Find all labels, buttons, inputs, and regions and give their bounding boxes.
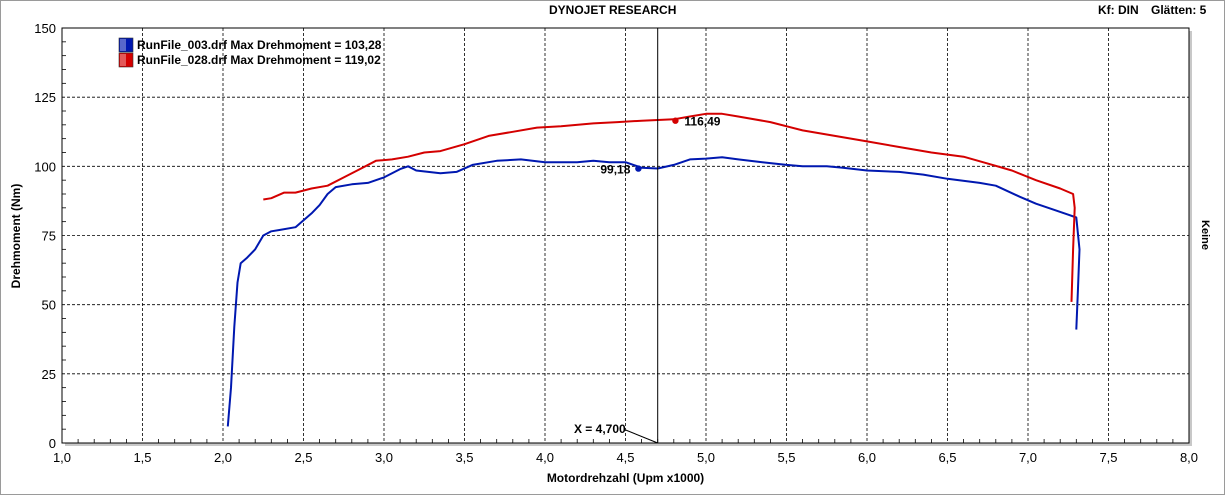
correction-label: Kf: DIN [1098, 3, 1139, 17]
chart-header-title: DYNOJET RESEARCH [549, 3, 677, 17]
x-tick-label: 8,0 [1180, 450, 1198, 465]
x-tick-label: 1,5 [133, 450, 151, 465]
y-axis-label: Drehmoment (Nm) [9, 184, 23, 289]
legend-swatch-shine [120, 54, 126, 66]
legend-entry-1: RunFile_003.drf Max Drehmoment = 103,28 [137, 38, 382, 52]
right-axis-label: Keine [1199, 220, 1211, 250]
legend-swatch-1 [118, 37, 134, 53]
x-tick-label: 7,0 [1019, 450, 1037, 465]
x-tick-label: 4,0 [536, 450, 554, 465]
x-tick-label: 2,0 [214, 450, 232, 465]
y-tick-label: 50 [42, 298, 56, 313]
legend-entry-2: RunFile_028.drf Max Drehmoment = 119,02 [137, 53, 381, 67]
y-tick-label: 150 [34, 21, 56, 36]
x-tick-label: 3,5 [455, 450, 473, 465]
x-tick-label: 2,5 [294, 450, 312, 465]
series-marker-1 [635, 165, 642, 172]
marker-label-1: 99,18 [600, 163, 630, 177]
series-marker-2 [672, 117, 679, 124]
legend-swatch-2 [118, 52, 134, 68]
y-tick-label: 75 [42, 229, 56, 244]
cursor-pointer-line [625, 429, 658, 444]
x-tick-label: 4,5 [616, 450, 634, 465]
x-tick-label: 1,0 [53, 450, 71, 465]
x-tick-label: 7,5 [1099, 450, 1117, 465]
cursor-x-label: X = 4,700 [574, 422, 626, 436]
y-tick-label: 0 [49, 436, 56, 451]
x-tick-label: 6,0 [858, 450, 876, 465]
x-tick-label: 5,0 [697, 450, 715, 465]
marker-label-2: 116,49 [684, 115, 720, 129]
smoothing-label: Glätten: 5 [1151, 3, 1207, 17]
series-line-2 [263, 112, 1076, 302]
y-tick-label: 125 [34, 90, 56, 105]
x-tick-label: 3,0 [375, 450, 393, 465]
legend-swatch-shine [120, 39, 126, 51]
x-tick-label: 5,5 [777, 450, 795, 465]
series-line-1 [226, 156, 1081, 427]
x-axis-label: Motordrehzahl (Upm x1000) [547, 471, 704, 485]
y-tick-label: 25 [42, 367, 56, 382]
x-tick-label: 6,5 [938, 450, 956, 465]
y-tick-label: 100 [34, 159, 56, 174]
